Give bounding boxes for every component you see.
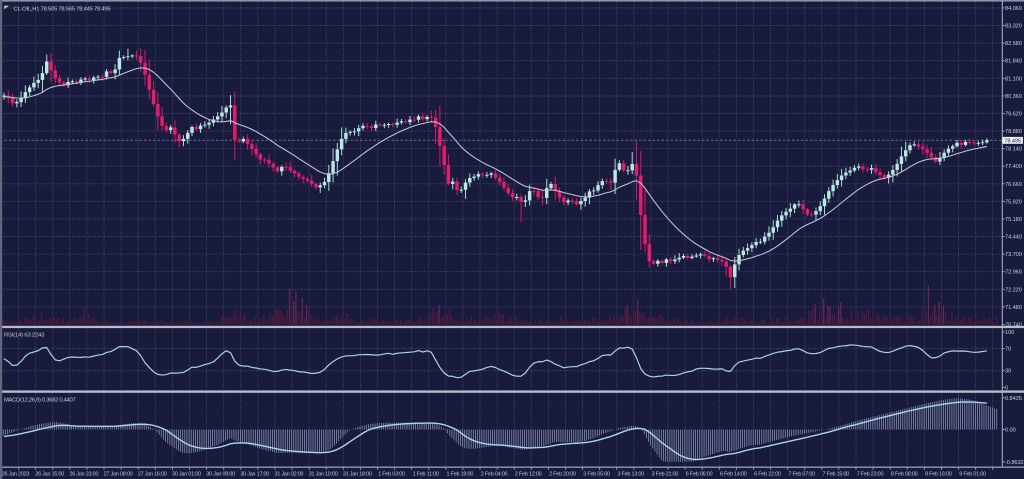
svg-text:71.480: 71.480 [1005,305,1022,311]
svg-text:82.580: 82.580 [1005,41,1022,47]
svg-text:31 Jan 10:00: 31 Jan 10:00 [309,471,338,477]
svg-text:7 Feb 07:00: 7 Feb 07:00 [788,471,815,477]
svg-text:8 Feb 08:00: 8 Feb 08:00 [891,471,918,477]
svg-text:26 Jan 15:00: 26 Jan 15:00 [35,471,64,477]
svg-text:77.400: 77.400 [1005,164,1022,170]
svg-text:75.180: 75.180 [1005,217,1022,223]
svg-text:-0.8632: -0.8632 [1005,460,1024,466]
svg-text:3 Feb 21:00: 3 Feb 21:00 [652,471,679,477]
svg-text:30 Jan 17:00: 30 Jan 17:00 [240,471,269,477]
svg-text:7 Feb 23:00: 7 Feb 23:00 [857,471,884,477]
svg-text:70: 70 [1005,347,1011,353]
svg-text:27 Jan 16:00: 27 Jan 16:00 [138,471,167,477]
svg-text:1 Feb 19:00: 1 Feb 19:00 [447,471,474,477]
svg-text:27 Jan 08:00: 27 Jan 08:00 [104,471,133,477]
svg-text:83.320: 83.320 [1005,24,1022,30]
svg-text:RSI(14) 63.2243: RSI(14) 63.2243 [4,333,44,339]
svg-text:26 Jan 23:00: 26 Jan 23:00 [69,471,98,477]
svg-text:6 Feb 14:00: 6 Feb 14:00 [720,471,747,477]
svg-text:79.620: 79.620 [1005,111,1022,117]
svg-text:3 Feb 13:00: 3 Feb 13:00 [617,471,644,477]
svg-text:6 Feb 22:00: 6 Feb 22:00 [754,471,781,477]
svg-text:72.960: 72.960 [1005,270,1022,276]
svg-text:72.220: 72.220 [1005,287,1022,293]
svg-text:2 Feb 12:00: 2 Feb 12:00 [515,471,542,477]
svg-text:31 Jan 02:00: 31 Jan 02:00 [275,471,304,477]
svg-text:73.700: 73.700 [1005,252,1022,258]
svg-text:78.495: 78.495 [1004,138,1021,144]
svg-text:0: 0 [1005,385,1008,391]
svg-text:2 Feb 20:00: 2 Feb 20:00 [549,471,576,477]
svg-text:1 Feb 11:00: 1 Feb 11:00 [413,471,439,477]
svg-text:7 Feb 15:00: 7 Feb 15:00 [823,471,850,477]
svg-text:31 Jan 18:00: 31 Jan 18:00 [343,471,372,477]
svg-text:8 Feb 16:00: 8 Feb 16:00 [925,471,952,477]
svg-text:2 Feb 04:00: 2 Feb 04:00 [481,471,508,477]
svg-text:81.100: 81.100 [1005,76,1022,82]
svg-text:30: 30 [1005,369,1011,375]
svg-text:9 Feb 01:00: 9 Feb 01:00 [959,471,986,477]
svg-text:70.740: 70.740 [1005,322,1022,328]
svg-text:80.360: 80.360 [1005,94,1022,100]
svg-text:76.660: 76.660 [1005,182,1022,188]
svg-text:3 Feb 05:00: 3 Feb 05:00 [583,471,610,477]
svg-text:78.140: 78.140 [1005,147,1022,153]
svg-text:0.00: 0.00 [1005,428,1016,434]
svg-text:6 Feb 06:00: 6 Feb 06:00 [686,471,713,477]
svg-text:MACD(12,26,9) 0.3682 0.4407: MACD(12,26,9) 0.3682 0.4407 [4,398,75,404]
svg-text:26 Jan 2023: 26 Jan 2023 [2,471,30,477]
svg-text:81.840: 81.840 [1005,59,1022,65]
svg-text:0.8435: 0.8435 [1005,396,1022,402]
svg-text:CL-OIL,H1 78.505 78.565 78.445: CL-OIL,H1 78.505 78.565 78.445 78.495 [14,6,111,12]
svg-text:30 Jan 09:00: 30 Jan 09:00 [206,471,235,477]
svg-text:1 Feb 03:00: 1 Feb 03:00 [378,471,405,477]
svg-text:100: 100 [1005,330,1014,336]
svg-text:84.060: 84.060 [1005,6,1022,12]
svg-text:78.880: 78.880 [1005,129,1022,135]
svg-text:74.440: 74.440 [1005,235,1022,241]
svg-text:30 Jan 01:00: 30 Jan 01:00 [172,471,201,477]
svg-text:75.920: 75.920 [1005,199,1022,205]
